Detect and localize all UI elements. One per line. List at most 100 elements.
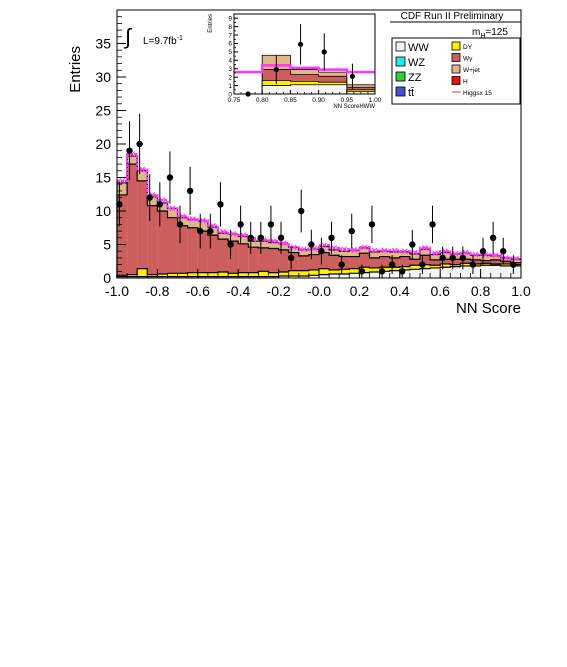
band-marker-31: [432, 250, 439, 257]
lumi-text: L=9.7fb-1: [143, 35, 183, 47]
stack-bar-w-11: [228, 241, 239, 278]
data-point-36: [479, 248, 487, 255]
stack-bar-ww-26: [379, 271, 390, 278]
stack-bar-ww-36: [480, 265, 491, 278]
y-tick-label-1: 5: [103, 236, 111, 252]
band-marker-38: [502, 255, 509, 261]
band-marker-15: [270, 238, 277, 245]
stack-bar-w-17: [288, 252, 299, 278]
stack-bar-dy-11: [228, 273, 239, 278]
data-point-34: [459, 254, 467, 262]
x-tick-label-2: 0.85: [284, 97, 297, 104]
band-marker-28: [401, 248, 408, 255]
data-point-10: [217, 201, 224, 208]
data-point-6: [176, 221, 184, 228]
stack-bar-ww-31: [430, 267, 441, 278]
inset-y-axis-label: Entries: [208, 14, 214, 33]
stack-bar-dy-2: [137, 268, 148, 278]
mass-label: mH=125: [472, 27, 508, 40]
stack-bar-ww-16: [278, 275, 289, 278]
stack-bar-dy-8: [197, 272, 208, 278]
stack-bar-dy-9: [207, 272, 218, 278]
stack-bar-dy-18: [298, 270, 309, 278]
legend-swatch-3: [395, 86, 406, 97]
band-marker-12: [240, 232, 247, 238]
main-x-axis-label: NN Score: [456, 300, 521, 317]
stack-outline-dy: [116, 262, 521, 278]
band-marker-37: [492, 252, 499, 259]
data-point-38: [500, 248, 507, 255]
stack-bar-ww-23: [349, 273, 360, 278]
data-point-18: [298, 207, 305, 215]
stack-bar-ww-35: [470, 265, 481, 278]
stack-bar-dy-12: [238, 272, 249, 278]
band-marker-5: [169, 205, 176, 212]
band-marker-32: [442, 248, 449, 255]
mass-subscript: H: [480, 33, 485, 40]
data-point-5: [166, 174, 174, 181]
band-marker-0: [119, 177, 125, 184]
stack-bar-ww-39: [510, 265, 521, 278]
stack-bar-w-22: [339, 256, 350, 278]
stack-bar-w-3: [147, 205, 158, 278]
band-marker-24: [361, 244, 368, 251]
legend-swatch-4: [451, 41, 461, 51]
stack-bar-ww-11: [228, 276, 239, 278]
inset-plot: 0.75 0.80 0.85 0.90 0.95 1.00 01 234 56 78 9: [228, 13, 382, 104]
x-tick-label-9: 0.8: [471, 283, 491, 299]
band-marker-30: [422, 244, 428, 251]
data-point-20: [318, 248, 325, 255]
stack-bar-ww-28: [399, 269, 410, 278]
stack-bar-dy-13: [248, 272, 259, 278]
stack-bar-dy-10: [218, 271, 229, 278]
data-point-28: [399, 268, 406, 275]
data-point-27: [388, 261, 396, 268]
legend-label-6: W+jet: [463, 67, 480, 74]
data-point-1: [273, 66, 279, 73]
data-point-24: [358, 268, 366, 275]
band-marker-25: [371, 247, 378, 254]
stack-bar-ww-25: [369, 271, 380, 278]
y-tick-label-8: 8: [228, 24, 232, 31]
x-tick-label-6: 0.2: [350, 283, 370, 299]
stack-bar-w-14: [258, 247, 269, 278]
y-tick-label-4: 4: [228, 58, 232, 65]
x-tick-label-5: 1.00: [369, 97, 382, 104]
data-point-1: [126, 147, 133, 154]
stack-bar-w-21: [329, 255, 340, 278]
band-marker-7: [189, 216, 196, 222]
stack-bar-ww-7: [187, 276, 198, 278]
stack-bar-ww-3: [147, 276, 158, 278]
y-tick-label-5: 5: [228, 49, 232, 56]
stack-bar-dy-4: [157, 273, 168, 278]
data-point-4: [156, 201, 164, 208]
legend: WW WZ ZZ tt̄ DY Wγ W+jet H Higgsx 15: [391, 37, 521, 105]
luminosity-label: ∫ L=9.7fb-1: [123, 24, 183, 49]
x-tick-label-3: -0.4: [226, 283, 250, 299]
stack-bar-ww-21: [329, 273, 340, 278]
experiment-title: CDF Run II Preliminary: [401, 11, 504, 22]
stack-bar-dy-20: [319, 268, 330, 278]
data-point-16: [277, 234, 285, 241]
band-marker-16: [280, 240, 287, 247]
stack-bar-w-0: [117, 194, 128, 278]
band-marker-26: [381, 247, 388, 254]
legend-swatch-7: [451, 76, 461, 85]
stack-bar-w-9: [207, 235, 218, 278]
stack-bar-w-4: [157, 211, 168, 278]
stack-bar-w-23: [349, 256, 360, 278]
stack-bar-ww-12: [238, 276, 249, 278]
stack-bar-ww-10: [218, 276, 229, 278]
data-point-39: [510, 261, 517, 268]
y-tick-label-0: 0: [228, 91, 232, 98]
band-marker-23: [351, 247, 358, 253]
stack-bar-ww-19: [308, 275, 319, 278]
band-marker-34: [462, 249, 469, 256]
stack-bar-w-7: [187, 227, 198, 278]
stack-bar-ww-1: [262, 85, 291, 94]
y-tick-label-1: 1: [228, 83, 232, 90]
data-point-13: [247, 234, 254, 241]
stack-bar-w-2: [137, 180, 148, 278]
stack-bar-w-20: [319, 252, 330, 278]
data-point-33: [449, 254, 456, 262]
